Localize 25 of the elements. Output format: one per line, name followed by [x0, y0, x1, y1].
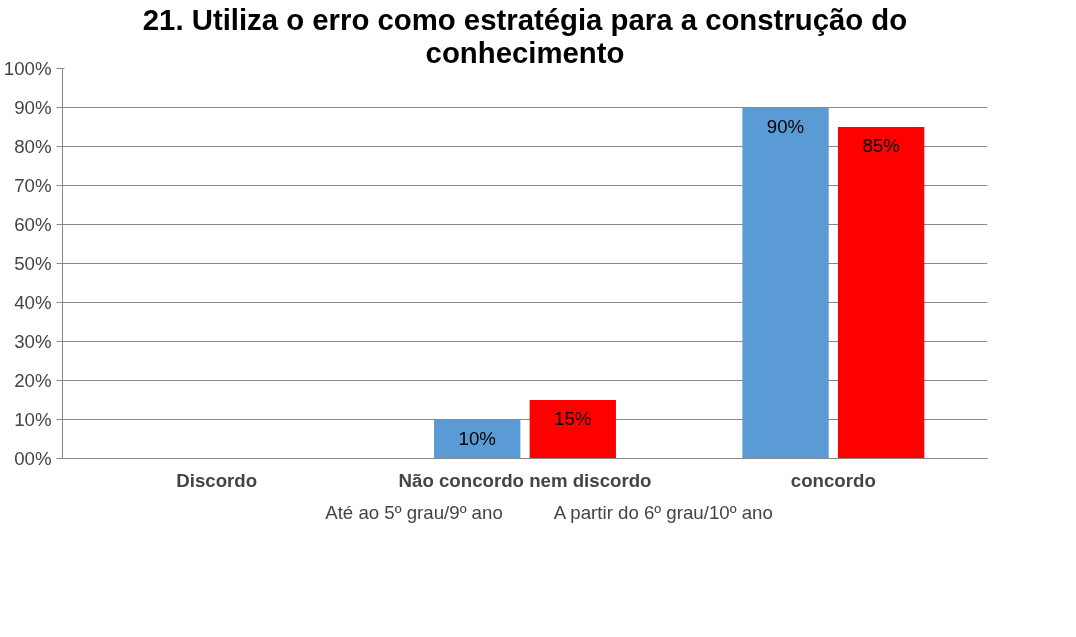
y-tick-label: 20% [14, 370, 52, 391]
chart-title: 21. Utiliza o erro como estratégia para a construção do conhecimento [142, 2, 908, 69]
y-tick-label: 40% [14, 292, 52, 313]
y-tick-label: 30% [14, 331, 52, 352]
y-tick-label: 80% [14, 136, 52, 157]
y-tick-label: 60% [14, 214, 52, 235]
data-label: 90% [766, 115, 805, 137]
x-tick-label: Não concordo nem discordo [398, 469, 652, 491]
bar [742, 107, 829, 459]
x-tick-label: concordo [790, 469, 876, 491]
y-tick-label: 70% [14, 175, 52, 196]
y-tick-label: 00% [14, 448, 52, 469]
data-label: 85% [862, 135, 900, 156]
bar [837, 127, 925, 459]
y-tick-label: 90% [14, 97, 52, 118]
y-tick-label: 100% [3, 58, 52, 79]
text: A partir do 6º grau/10º ano [553, 502, 773, 524]
bar [529, 400, 616, 459]
y-tick-label: 10% [14, 409, 52, 430]
data-label: 15% [554, 408, 592, 429]
text: Até ao 5º grau/9º ano [325, 502, 503, 524]
data-label: 10% [458, 427, 496, 449]
y-tick-label: 50% [14, 253, 52, 274]
x-tick-label: Discordo [176, 469, 258, 491]
bar [434, 419, 521, 459]
